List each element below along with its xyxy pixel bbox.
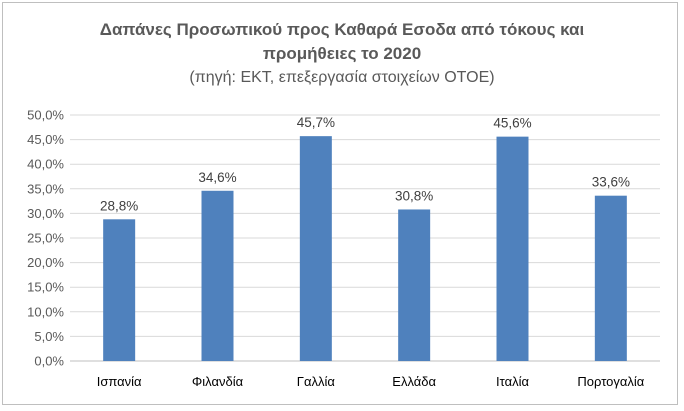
x-category-label: Φιλανδία xyxy=(192,374,244,389)
bar xyxy=(201,190,234,361)
x-category-label: Ελλάδα xyxy=(392,374,436,389)
y-tick-label: 40,0% xyxy=(27,157,64,172)
y-tick-label: 30,0% xyxy=(27,206,64,221)
y-tick-label: 20,0% xyxy=(27,255,64,270)
y-tick-label: 5,0% xyxy=(34,329,64,344)
y-tick-label: 15,0% xyxy=(27,280,64,295)
bar xyxy=(299,136,332,361)
x-category-label: Πορτογαλία xyxy=(577,374,644,389)
data-label: 45,7% xyxy=(297,115,335,130)
bar xyxy=(594,195,627,361)
x-category-label: Γαλλία xyxy=(297,374,336,389)
bar xyxy=(496,136,529,361)
data-label: 30,8% xyxy=(395,188,433,203)
y-tick-label: 45,0% xyxy=(27,132,64,147)
bar xyxy=(103,219,136,361)
x-category-label: Ιταλία xyxy=(496,374,529,389)
y-tick-label: 50,0% xyxy=(27,108,64,123)
bar xyxy=(398,209,431,361)
chart-title-line2: προμήθειες το 2020 xyxy=(262,44,422,63)
y-tick-label: 25,0% xyxy=(27,231,64,246)
data-label: 45,6% xyxy=(493,116,531,131)
y-tick-label: 35,0% xyxy=(27,181,64,196)
x-category-label: Ισπανία xyxy=(97,374,142,389)
data-label: 33,6% xyxy=(592,175,630,190)
y-tick-label: 0,0% xyxy=(34,354,64,369)
chart-title-line1: Δαπάνες Προσωπικού προς Καθαρά Εσοδα από… xyxy=(99,20,585,39)
data-label: 34,6% xyxy=(198,170,236,185)
data-label: 28,8% xyxy=(100,198,138,213)
chart-subtitle: (πηγή: ΕΚΤ, επεξεργασία στοιχείων ΟΤΟΕ) xyxy=(189,69,495,86)
y-tick-label: 10,0% xyxy=(27,304,64,319)
